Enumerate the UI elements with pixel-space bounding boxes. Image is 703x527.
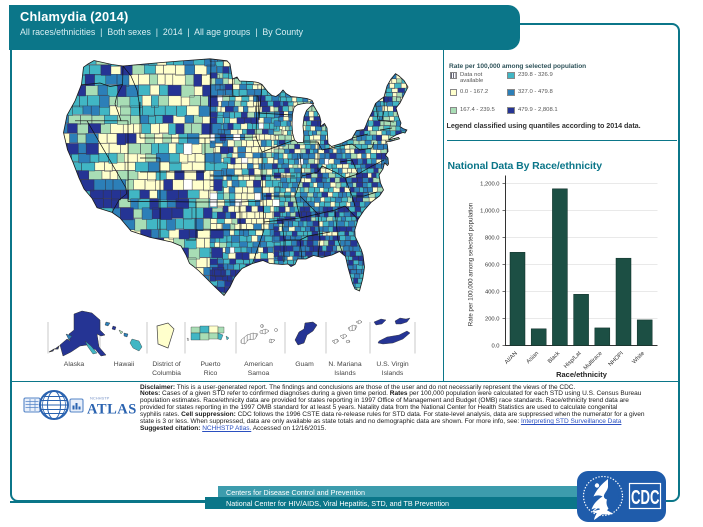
svg-text:0.0: 0.0	[491, 344, 499, 350]
svg-text:1,000.0: 1,000.0	[480, 209, 499, 215]
svg-text:Rate per 100,000 among selecte: Rate per 100,000 among selected populati…	[468, 202, 475, 326]
svg-text:Race/ethnicity: Race/ethnicity	[556, 370, 608, 379]
svg-text:White: White	[631, 351, 646, 366]
svg-text:Hisp/Lat: Hisp/Lat	[563, 350, 583, 370]
svg-text:CDC: CDC	[631, 487, 660, 509]
svg-text:Asian: Asian	[526, 351, 541, 366]
svg-text:1,200.0: 1,200.0	[480, 182, 499, 188]
svg-text:800.0: 800.0	[485, 236, 500, 242]
svg-text:NHOPI: NHOPI	[608, 350, 625, 367]
svg-text:400.0: 400.0	[485, 290, 500, 296]
svg-text:ATLAS: ATLAS	[87, 402, 137, 418]
svg-text:Multirace: Multirace	[583, 351, 604, 372]
svg-text:Black: Black	[547, 351, 561, 365]
svg-text:NCHHSTP: NCHHSTP	[90, 396, 110, 401]
svg-text:AI/AN: AI/AN	[504, 351, 519, 366]
svg-text:600.0: 600.0	[485, 263, 500, 269]
svg-text:200.0: 200.0	[485, 317, 500, 323]
